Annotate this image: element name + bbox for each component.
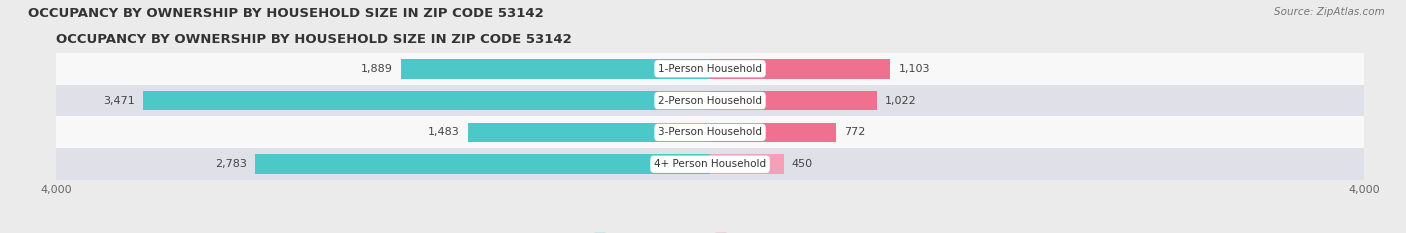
Bar	[710, 123, 837, 142]
Bar	[56, 116, 1364, 148]
Text: 1-Person Household: 1-Person Household	[658, 64, 762, 74]
Text: 1,889: 1,889	[361, 64, 394, 74]
Bar	[142, 91, 710, 110]
Bar	[710, 59, 890, 79]
Text: 772: 772	[845, 127, 866, 137]
Text: 2,783: 2,783	[215, 159, 247, 169]
Bar	[710, 154, 783, 174]
Bar	[56, 148, 1364, 180]
Bar	[56, 53, 1364, 85]
Text: Source: ZipAtlas.com: Source: ZipAtlas.com	[1274, 7, 1385, 17]
Bar	[468, 123, 710, 142]
Bar	[710, 91, 877, 110]
Bar	[56, 85, 1364, 116]
Bar	[254, 154, 710, 174]
Legend: Owner-occupied, Renter-occupied: Owner-occupied, Renter-occupied	[589, 229, 831, 233]
Text: 450: 450	[792, 159, 813, 169]
Text: 4+ Person Household: 4+ Person Household	[654, 159, 766, 169]
Text: 1,022: 1,022	[886, 96, 917, 106]
Bar	[401, 59, 710, 79]
Text: 2-Person Household: 2-Person Household	[658, 96, 762, 106]
Text: OCCUPANCY BY OWNERSHIP BY HOUSEHOLD SIZE IN ZIP CODE 53142: OCCUPANCY BY OWNERSHIP BY HOUSEHOLD SIZE…	[28, 7, 544, 20]
Text: 1,103: 1,103	[898, 64, 929, 74]
Text: 1,483: 1,483	[427, 127, 460, 137]
Text: OCCUPANCY BY OWNERSHIP BY HOUSEHOLD SIZE IN ZIP CODE 53142: OCCUPANCY BY OWNERSHIP BY HOUSEHOLD SIZE…	[56, 34, 572, 47]
Text: 3,471: 3,471	[103, 96, 135, 106]
Text: 3-Person Household: 3-Person Household	[658, 127, 762, 137]
